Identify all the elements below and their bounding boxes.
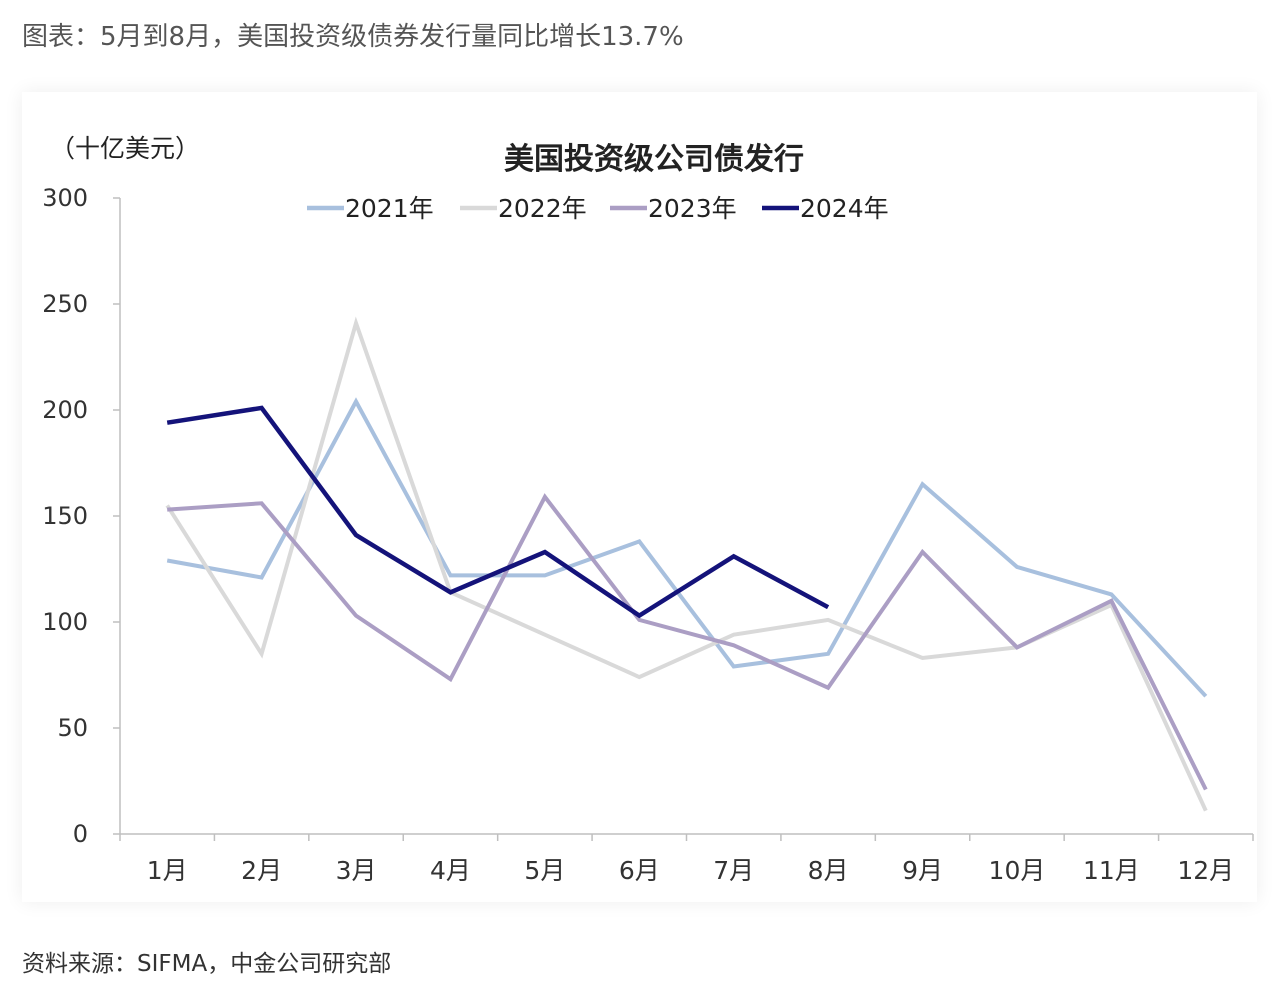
chart-series	[165, 316, 1208, 812]
y-tick-label: 200	[42, 396, 88, 424]
series-line-2024年	[166, 405, 830, 619]
chart-legend: 2021年 2022年 2023年 2024年	[307, 194, 889, 223]
series-line-2021年	[166, 397, 1208, 698]
source-note: 资料来源：SIFMA，中金公司研究部	[22, 951, 392, 977]
legend-label: 2024年	[800, 194, 889, 223]
x-tick-label: 12月	[1177, 856, 1234, 885]
x-tick-label: 5月	[524, 856, 565, 885]
series-line-2022年	[165, 316, 1208, 812]
x-tick-label: 11月	[1083, 856, 1140, 885]
chart-title: 美国投资级公司债发行	[504, 142, 804, 177]
chart-axes: 0 50 100 150 200 250 300 1月 2月 3月 4月 5月 6月 7月 8月 9月 10月 1…	[42, 184, 1254, 885]
line-chart: （十亿美元） 美国投资级公司债发行 2021年 2022年 2023年 2024年 0…	[42, 134, 1254, 885]
y-tick-label: 250	[42, 290, 88, 318]
page-heading: 图表：5月到8月，美国投资级债券发行量同比增长13.7%	[22, 22, 684, 52]
y-tick-label: 150	[42, 502, 88, 530]
legend-label: 2023年	[648, 194, 737, 223]
x-tick-label: 9月	[902, 856, 943, 885]
x-tick-label: 7月	[713, 856, 754, 885]
chart-unit-label: （十亿美元）	[50, 134, 200, 163]
x-tick-label: 2月	[241, 856, 282, 885]
y-tick-label: 50	[57, 714, 88, 742]
x-tick-label: 6月	[619, 856, 660, 885]
series-line-2023年	[167, 493, 1208, 791]
chart-card: （十亿美元） 美国投资级公司债发行 2021年 2022年 2023年 2024年 0…	[22, 92, 1257, 902]
x-tick-label: 1月	[147, 856, 188, 885]
x-tick-label: 4月	[430, 856, 471, 885]
y-tick-label: 0	[73, 820, 88, 848]
legend-label: 2022年	[498, 194, 587, 223]
legend-label: 2021年	[345, 194, 434, 223]
y-tick-label: 300	[42, 184, 88, 212]
x-tick-label: 8月	[808, 856, 849, 885]
y-tick-label: 100	[42, 608, 88, 636]
x-tick-label: 3月	[336, 856, 377, 885]
x-tick-label: 10月	[989, 856, 1046, 885]
